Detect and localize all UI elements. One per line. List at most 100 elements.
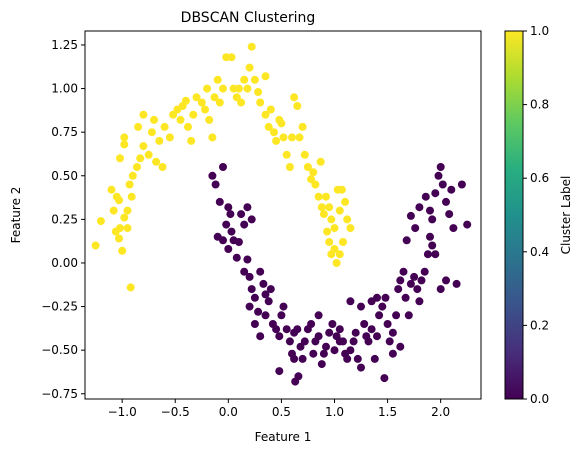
cluster-1-point [120,213,129,222]
cluster-1-point [181,96,190,105]
cluster-1-point [254,88,263,96]
cluster-0-point [449,224,458,233]
cluster-0-point [385,337,394,346]
cluster-0-point [298,354,307,363]
cluster-0-point [254,307,263,316]
cluster-0-point [300,337,309,346]
cluster-1-point [240,75,249,84]
cluster-0-point [343,354,352,363]
colorbar-ticks: 0.0 0.2 0.4 0.6 0.8 1.0 [523,24,549,406]
cluster-0-point [438,180,447,189]
cluster-0-point [426,232,434,241]
cluster-1-point [208,133,217,142]
cluster-0-point [247,285,256,294]
cluster-1-point [335,206,344,215]
cluster-0-point [452,279,461,288]
cluster-1-point [282,150,291,159]
cluster-1-point [234,84,243,93]
cluster-0-point [261,290,270,299]
cluster-0-point [330,346,339,355]
cluster-1-point [247,42,256,51]
x-tick-label: 1.0 [325,405,344,419]
cluster-0-point [434,171,443,180]
cluster-1-point [314,192,323,201]
x-axis-ticks: −1.0 −0.5 0.0 0.5 1.0 1.5 2.0 [108,399,450,419]
y-tick-label: 0.25 [51,212,78,226]
cluster-0-point [285,337,294,346]
cluster-1-point [116,154,124,163]
cluster-0-point [447,185,456,194]
cluster-1-point [270,128,278,137]
cluster-0-point [442,197,450,206]
cluster-0-point [421,192,430,201]
cluster-0-point [346,297,355,306]
cluster-0-point [317,360,326,369]
cluster-0-point [328,320,337,328]
cluster-0-point [293,325,302,334]
cluster-1-point [339,238,347,246]
cluster-1-point [237,98,246,107]
cluster-0-point [399,267,408,276]
cluster-0-point [381,293,390,302]
cluster-1-point [96,217,105,226]
cluster-0-point [406,279,415,288]
cluster-1-point [332,259,341,267]
colorbar-tick-label: 0.0 [530,392,549,406]
colorbar-tick-label: 0.2 [530,318,549,332]
cluster-0-point [360,320,369,328]
cluster-0-point [402,236,411,245]
cluster-0-point [245,302,254,311]
cluster-0-point [243,203,252,212]
cluster-0-point [404,311,413,320]
colorbar-label: Cluster Label [559,176,573,255]
cluster-0-point [314,311,323,320]
cluster-0-point [364,337,373,346]
cluster-0-point [463,220,472,229]
cluster-1-point [290,93,299,102]
cluster-0-point [351,328,360,337]
cluster-0-point [423,250,432,259]
cluster-0-point [256,332,265,341]
cluster-1-point [307,175,316,184]
cluster-0-point [277,311,286,320]
cluster-1-point [111,227,120,236]
cluster-1-point [316,157,325,166]
cluster-1-point [160,122,169,131]
cluster-0-point [383,320,392,328]
cluster-1-point [245,63,254,72]
cluster-1-point [147,128,156,137]
colorbar-tick-label: 1.0 [530,24,549,38]
cluster-0-point [234,238,243,246]
cluster-1-point [250,75,259,84]
cluster-0-point [243,255,252,264]
cluster-0-point [353,354,362,363]
cluster-1-point [264,122,273,131]
colorbar [504,30,524,400]
cluster-0-point [272,325,281,334]
x-tick-label: −1.0 [108,405,137,419]
x-tick-label: 0.0 [219,405,238,419]
cluster-1-point [341,197,350,206]
cluster-1-point [139,110,148,119]
y-tick-label: 1.00 [51,82,78,96]
cluster-0-point [394,285,403,294]
cluster-0-point [250,320,259,328]
cluster-0-point [413,285,422,294]
y-tick-label: 1.25 [51,38,78,52]
y-tick-label: 0.50 [51,169,78,183]
cluster-0-point [237,210,246,219]
y-tick-label: −0.75 [41,387,78,401]
cluster-0-point [445,210,454,219]
cluster-1-point [91,241,100,250]
cluster-0-point [275,332,284,341]
cluster-0-point [373,332,381,341]
cluster-0-point [232,253,241,262]
cluster-1-point [335,250,344,259]
cluster-0-point [219,163,227,171]
y-tick-label: 0.75 [51,125,78,139]
cluster-1-point [277,119,286,128]
points-layer [91,42,472,386]
cluster-0-point [442,276,450,285]
cluster-0-point [211,180,220,189]
cluster-1-point [322,192,330,201]
